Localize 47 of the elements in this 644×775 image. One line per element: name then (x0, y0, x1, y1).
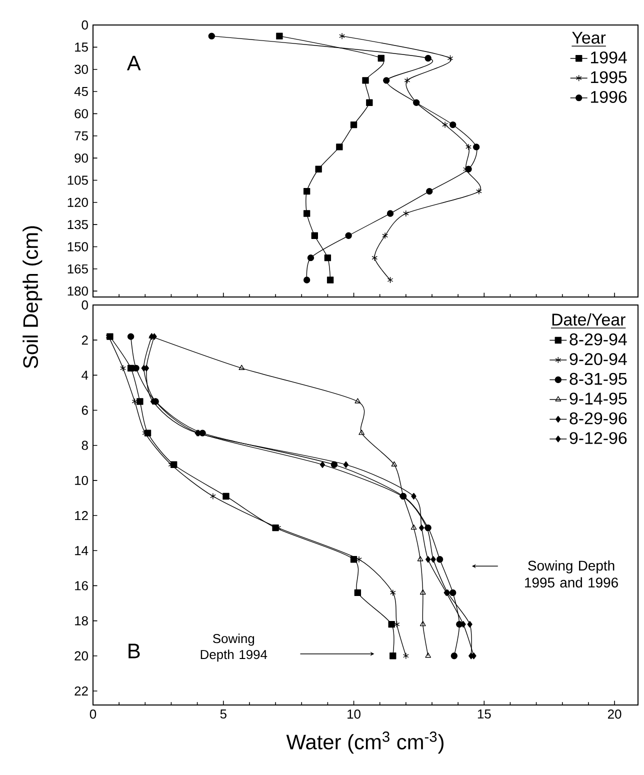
y-tick-label: 180 (68, 286, 88, 296)
y-tick-label: 0 (82, 300, 88, 310)
y-tick-label: 22 (74, 686, 88, 696)
y-tick-label: 15 (75, 42, 88, 52)
y-tick-label: 2 (82, 336, 88, 345)
annotation: A (126, 56, 141, 70)
y-tick-label: 10 (75, 476, 88, 486)
legend-label: 9-20-94 (570, 353, 627, 366)
legend-label: 9-14-95 (570, 392, 627, 405)
annotation: B (128, 644, 140, 658)
y-tick-label: 120 (68, 198, 88, 207)
y-tick-label: 14 (75, 546, 88, 556)
y-tick-label: 18 (75, 616, 88, 626)
legend-label: 8-29-96 (570, 412, 627, 424)
legend-label: 8-29-94 (570, 333, 627, 346)
y-axis-title: Soil Depth (cm) (22, 226, 42, 368)
x-tick-label: 15 (478, 710, 491, 719)
y-tick-label: 45 (74, 87, 88, 96)
y-tick-label: 0 (82, 20, 88, 30)
y-tick-label: 60 (74, 109, 88, 118)
legend-label: 1994 (591, 51, 627, 64)
y-tick-label: 12 (75, 511, 88, 520)
annotation: Sowing Depth 1994 (200, 634, 268, 662)
y-tick-label: 8 (82, 440, 88, 450)
y-tick-label: 20 (74, 651, 88, 660)
x-tick-label: 5 (220, 710, 226, 719)
legend-label: 1996 (591, 90, 627, 103)
legend-label: 8-31-95 (570, 372, 627, 385)
annotation: Sowing Depth 1995 and 1996 (525, 560, 618, 588)
y-tick-label: 165 (68, 264, 88, 274)
legend-title: Date/Year (552, 313, 626, 326)
y-tick-label: 30 (74, 64, 88, 74)
y-tick-label: 6 (82, 406, 88, 415)
y-tick-label: 4 (82, 370, 88, 380)
legend-label: 1995 (591, 71, 627, 84)
y-tick-label: 135 (68, 220, 88, 230)
x-tick-label: 10 (348, 710, 360, 719)
x-tick-label: 20 (608, 710, 622, 719)
y-tick-label: 75 (74, 131, 88, 140)
y-tick-label: 105 (68, 176, 88, 185)
x-tick-label: 0 (90, 710, 96, 719)
legend-title: Year (572, 32, 606, 44)
legend-label: 9-12-96 (570, 432, 627, 444)
y-tick-label: 150 (68, 242, 88, 252)
x-axis-title: Water (cm$^{3}$ cm$^{-3}$) (286, 732, 444, 754)
y-tick-label: 16 (75, 581, 88, 590)
y-tick-label: 90 (74, 153, 88, 163)
